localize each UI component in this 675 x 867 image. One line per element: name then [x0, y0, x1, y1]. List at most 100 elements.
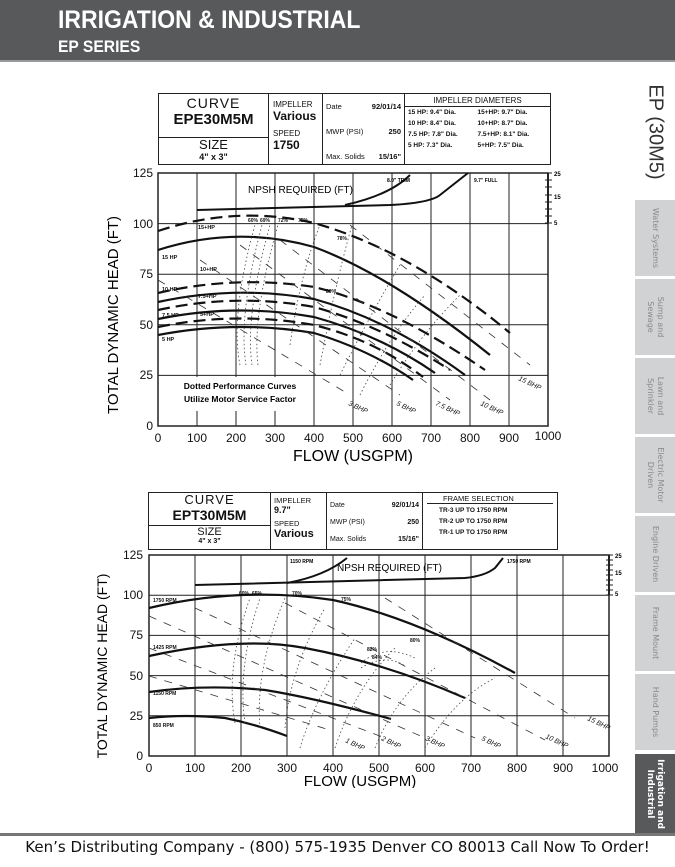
frame-title: FRAME SELECTION: [427, 493, 553, 504]
tab-water-systems[interactable]: Water Systems: [635, 200, 675, 276]
eff-label: 75%: [298, 218, 309, 224]
x-tick: 200: [226, 431, 246, 445]
annotation-line: Utilize Motor Service Factor: [184, 394, 297, 404]
x-tick: 1000: [535, 429, 562, 443]
rpm-label: 1150 RPM: [153, 691, 176, 697]
mwp-label: MWP (PSI): [330, 519, 365, 526]
bhp-label: 15 BHP: [517, 375, 542, 392]
curve-label-15plus: 15+HP: [198, 225, 215, 231]
diameter-item: 15 HP: 9.4" Dia.: [408, 109, 456, 116]
header-subtitle: EP SERIES: [58, 37, 141, 56]
x-tick: 100: [185, 761, 205, 775]
eff-label: 80%: [410, 638, 421, 644]
curve-label-5: 5 HP: [162, 337, 175, 343]
date-value: 92/01/14: [391, 502, 419, 509]
speed-label: SPEED: [274, 519, 300, 528]
eff-label: 60%: [239, 591, 250, 597]
y-tick: 75: [140, 267, 154, 281]
npsh-label: NPSH REQUIRED (FT): [337, 563, 442, 574]
solids-value: 15/16": [378, 152, 401, 161]
tab-electric-motor-driven[interactable]: Electric Motor Driven: [635, 437, 675, 513]
chart1-plot: 25 15 5 NPSH REQUIRED (FT) 8.0" TRIM 9.7…: [105, 166, 562, 465]
x-tick: 400: [304, 431, 324, 445]
impeller-value: Various: [273, 109, 317, 123]
npsh-tick: 15: [554, 195, 561, 201]
tab-hand-pumps[interactable]: Hand Pumps: [635, 674, 675, 750]
eff-label: 70%: [292, 591, 303, 597]
tab-frame-mount[interactable]: Frame Mount: [635, 595, 675, 671]
diameter-item: 5+HP: 7.5" Dia.: [477, 142, 524, 149]
impeller-value: 9.7": [274, 505, 291, 515]
bhp-label: 7.5 BHP: [434, 400, 461, 418]
x-tick: 500: [369, 761, 389, 775]
y-tick: 25: [130, 709, 144, 723]
eff-label: 65%: [252, 591, 263, 597]
npsh-tick: 5: [615, 592, 619, 598]
frame-item: TR-3 UP TO 1750 RPM: [439, 507, 508, 514]
bhp-label: 3 BHP: [424, 735, 446, 750]
eff-label: 84%: [372, 655, 383, 661]
frame-item: TR-2 UP TO 1750 RPM: [439, 518, 508, 525]
page-header: IRRIGATION & INDUSTRIAL EP SERIES: [0, 0, 675, 62]
curve-label-5plus: 5+HP: [200, 312, 214, 318]
y-tick: 50: [140, 318, 154, 332]
y-tick: 100: [133, 217, 153, 231]
tab-engine-driven[interactable]: Engine Driven: [635, 516, 675, 592]
curve-label-15: 15 HP: [162, 255, 178, 261]
tab-lawn-and-sprinkler[interactable]: Lawn and Sprinkler: [635, 358, 675, 434]
rpm-label: 1425 RPM: [153, 645, 177, 651]
x-tick: 500: [343, 431, 363, 445]
x-axis-label: FLOW (USGPM): [304, 773, 417, 788]
tab-label: Water Systems: [651, 207, 660, 269]
tab-sump-and-sewage[interactable]: Sump and Sewage: [635, 279, 675, 355]
npsh-tick: 5: [554, 221, 558, 227]
tab-irrigation-and-industrial[interactable]: Irrigation and Industrial: [635, 754, 675, 833]
x-tick: 900: [499, 431, 519, 445]
x-tick: 200: [231, 761, 251, 775]
eff-label: 80%: [326, 289, 337, 295]
diameter-item: 10 HP: 8.4" Dia.: [408, 120, 456, 127]
y-tick: 100: [123, 588, 143, 602]
bhp-label: 5 BHP: [480, 735, 502, 750]
diameter-item: 10+HP: 8.7" Dia.: [477, 120, 528, 127]
tab-label: Engine Driven: [651, 525, 660, 583]
npsh-label: NPSH REQUIRED (FT): [248, 185, 353, 196]
y-axis-label: TOTAL DYNAMIC HEAD (FT): [105, 216, 122, 414]
bhp-label: 3 BHP: [347, 400, 369, 415]
solids-value: 15/16": [398, 536, 419, 543]
curve-value: EPT30M5M: [172, 507, 247, 523]
chart2-plot: 25 15 5 NPSH REQUIRED (FT) 1150 RPM 1750…: [94, 548, 622, 788]
frame-item: TR-1 UP TO 1750 RPM: [439, 529, 508, 536]
tab-label: Hand Pumps: [651, 686, 660, 738]
date-label: Date: [326, 102, 342, 111]
rpm-label: 850 RPM: [153, 723, 174, 729]
size-label: SIZE: [197, 526, 222, 538]
x-tick: 600: [415, 761, 435, 775]
bhp-label: 10 BHP: [479, 400, 504, 417]
curve-label: CURVE: [184, 492, 235, 507]
mwp-value: 250: [407, 519, 419, 526]
solids-label: Max. Solids: [326, 152, 365, 161]
x-tick: 700: [421, 431, 441, 445]
diameter-item: 5 HP: 7.3" Dia.: [408, 142, 453, 149]
npsh-rpm-label: 1150 RPM: [290, 559, 313, 565]
x-axis-label: FLOW (USGPM): [293, 448, 413, 465]
diameter-item: 15+HP: 9.7" Dia.: [477, 109, 528, 116]
side-title-text: EP (30M5): [644, 84, 666, 180]
diameter-item: 7.5+HP: 8.1" Dia.: [477, 131, 530, 138]
footer-divider: [0, 833, 675, 836]
x-tick: 0: [146, 761, 153, 775]
curve-value: EPE30M5M: [173, 111, 254, 128]
curve-label-10: 10 HP: [162, 287, 178, 293]
speed-value: 1750: [273, 138, 300, 152]
annotation-line: Dotted Performance Curves: [184, 381, 297, 391]
footer-text: Ken’s Distributing Company - (800) 575-1…: [25, 838, 650, 856]
diameter-item: 7.5 HP: 7.8" Dia.: [408, 131, 458, 138]
impeller-label: IMPELLER: [273, 100, 313, 109]
npsh-tick: 15: [615, 571, 622, 577]
chart2-info-box: CURVE EPT30M5M SIZE 4" x 3" IMPELLER 9.7…: [148, 492, 558, 550]
x-tick: 300: [265, 431, 285, 445]
y-tick: 0: [136, 749, 143, 763]
curve-label-10plus: 10+HP: [200, 267, 217, 273]
solids-label: Max. Solids: [330, 536, 367, 543]
